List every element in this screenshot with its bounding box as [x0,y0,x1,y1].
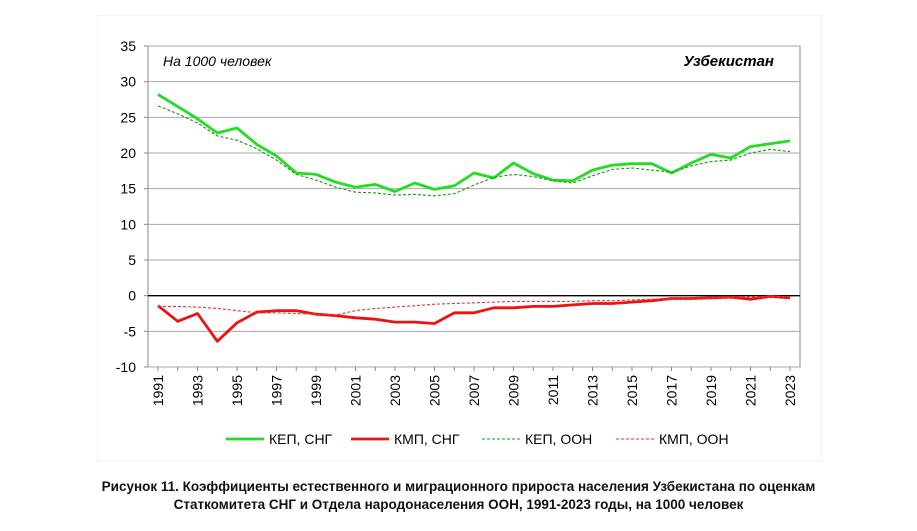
y-tick-label: 20 [120,145,136,161]
x-tick-label: 2005 [427,375,443,406]
legend-label: КЕП, СНГ [269,431,333,447]
series-line-1 [157,93,791,193]
y-tick-label: 0 [128,288,136,304]
caption-line-1: Рисунок 11. Коэффициенты естественного и… [101,479,816,494]
y-tick-label: 30 [120,74,136,90]
x-tick-label: 2011 [545,375,561,405]
x-tick-label: 1997 [269,375,285,406]
series-line-3 [157,105,791,197]
x-tick-label: 1995 [229,375,245,406]
series-line-4 [158,295,790,316]
x-tick-label: 2023 [782,375,798,406]
y-tick-label: 35 [120,38,136,54]
x-tick-label: 2003 [387,375,403,406]
legend-label: КЕП, ООН [525,431,592,447]
x-tick-label: 2019 [703,375,719,406]
x-tick-label: 1999 [308,375,324,406]
legend-label: КМП, ООН [659,431,729,447]
caption-line-2: Статкомитета СНГ и Отдела народонаселени… [173,497,744,512]
y-tick-label: 10 [120,216,136,232]
y-tick-label: -5 [124,323,137,339]
x-tick-label: 2021 [743,375,759,406]
y-tick-label: 15 [120,181,136,197]
figure-caption: Рисунок 11. Коэффициенты естественного и… [0,478,917,514]
legend-label: КМП, СНГ [394,431,460,447]
y-tick-label: -10 [116,359,136,375]
x-tick-label: 2001 [348,375,364,406]
x-tick-label: 2013 [585,375,601,406]
chart-panel: -10 -5 0 5 10 15 20 25 30 35 1991 1993 1995 1997 1999 2… [98,16,821,460]
x-tick-label: 1991 [150,375,166,406]
unit-label: На 1000 человек [163,53,273,69]
x-tick-label: 1993 [190,375,206,406]
line-chart: -10 -5 0 5 10 15 20 25 30 35 1991 1993 1995 1997 1999 2… [116,38,801,447]
x-tick-label: 2015 [624,375,640,406]
country-label: Узбекистан [683,53,774,70]
x-tick-label: 2017 [664,375,680,406]
y-tick-label: 5 [128,252,136,268]
y-tick-label: 25 [120,109,136,125]
x-tick-label: 2007 [466,375,482,406]
x-tick-label: 2009 [506,375,522,406]
